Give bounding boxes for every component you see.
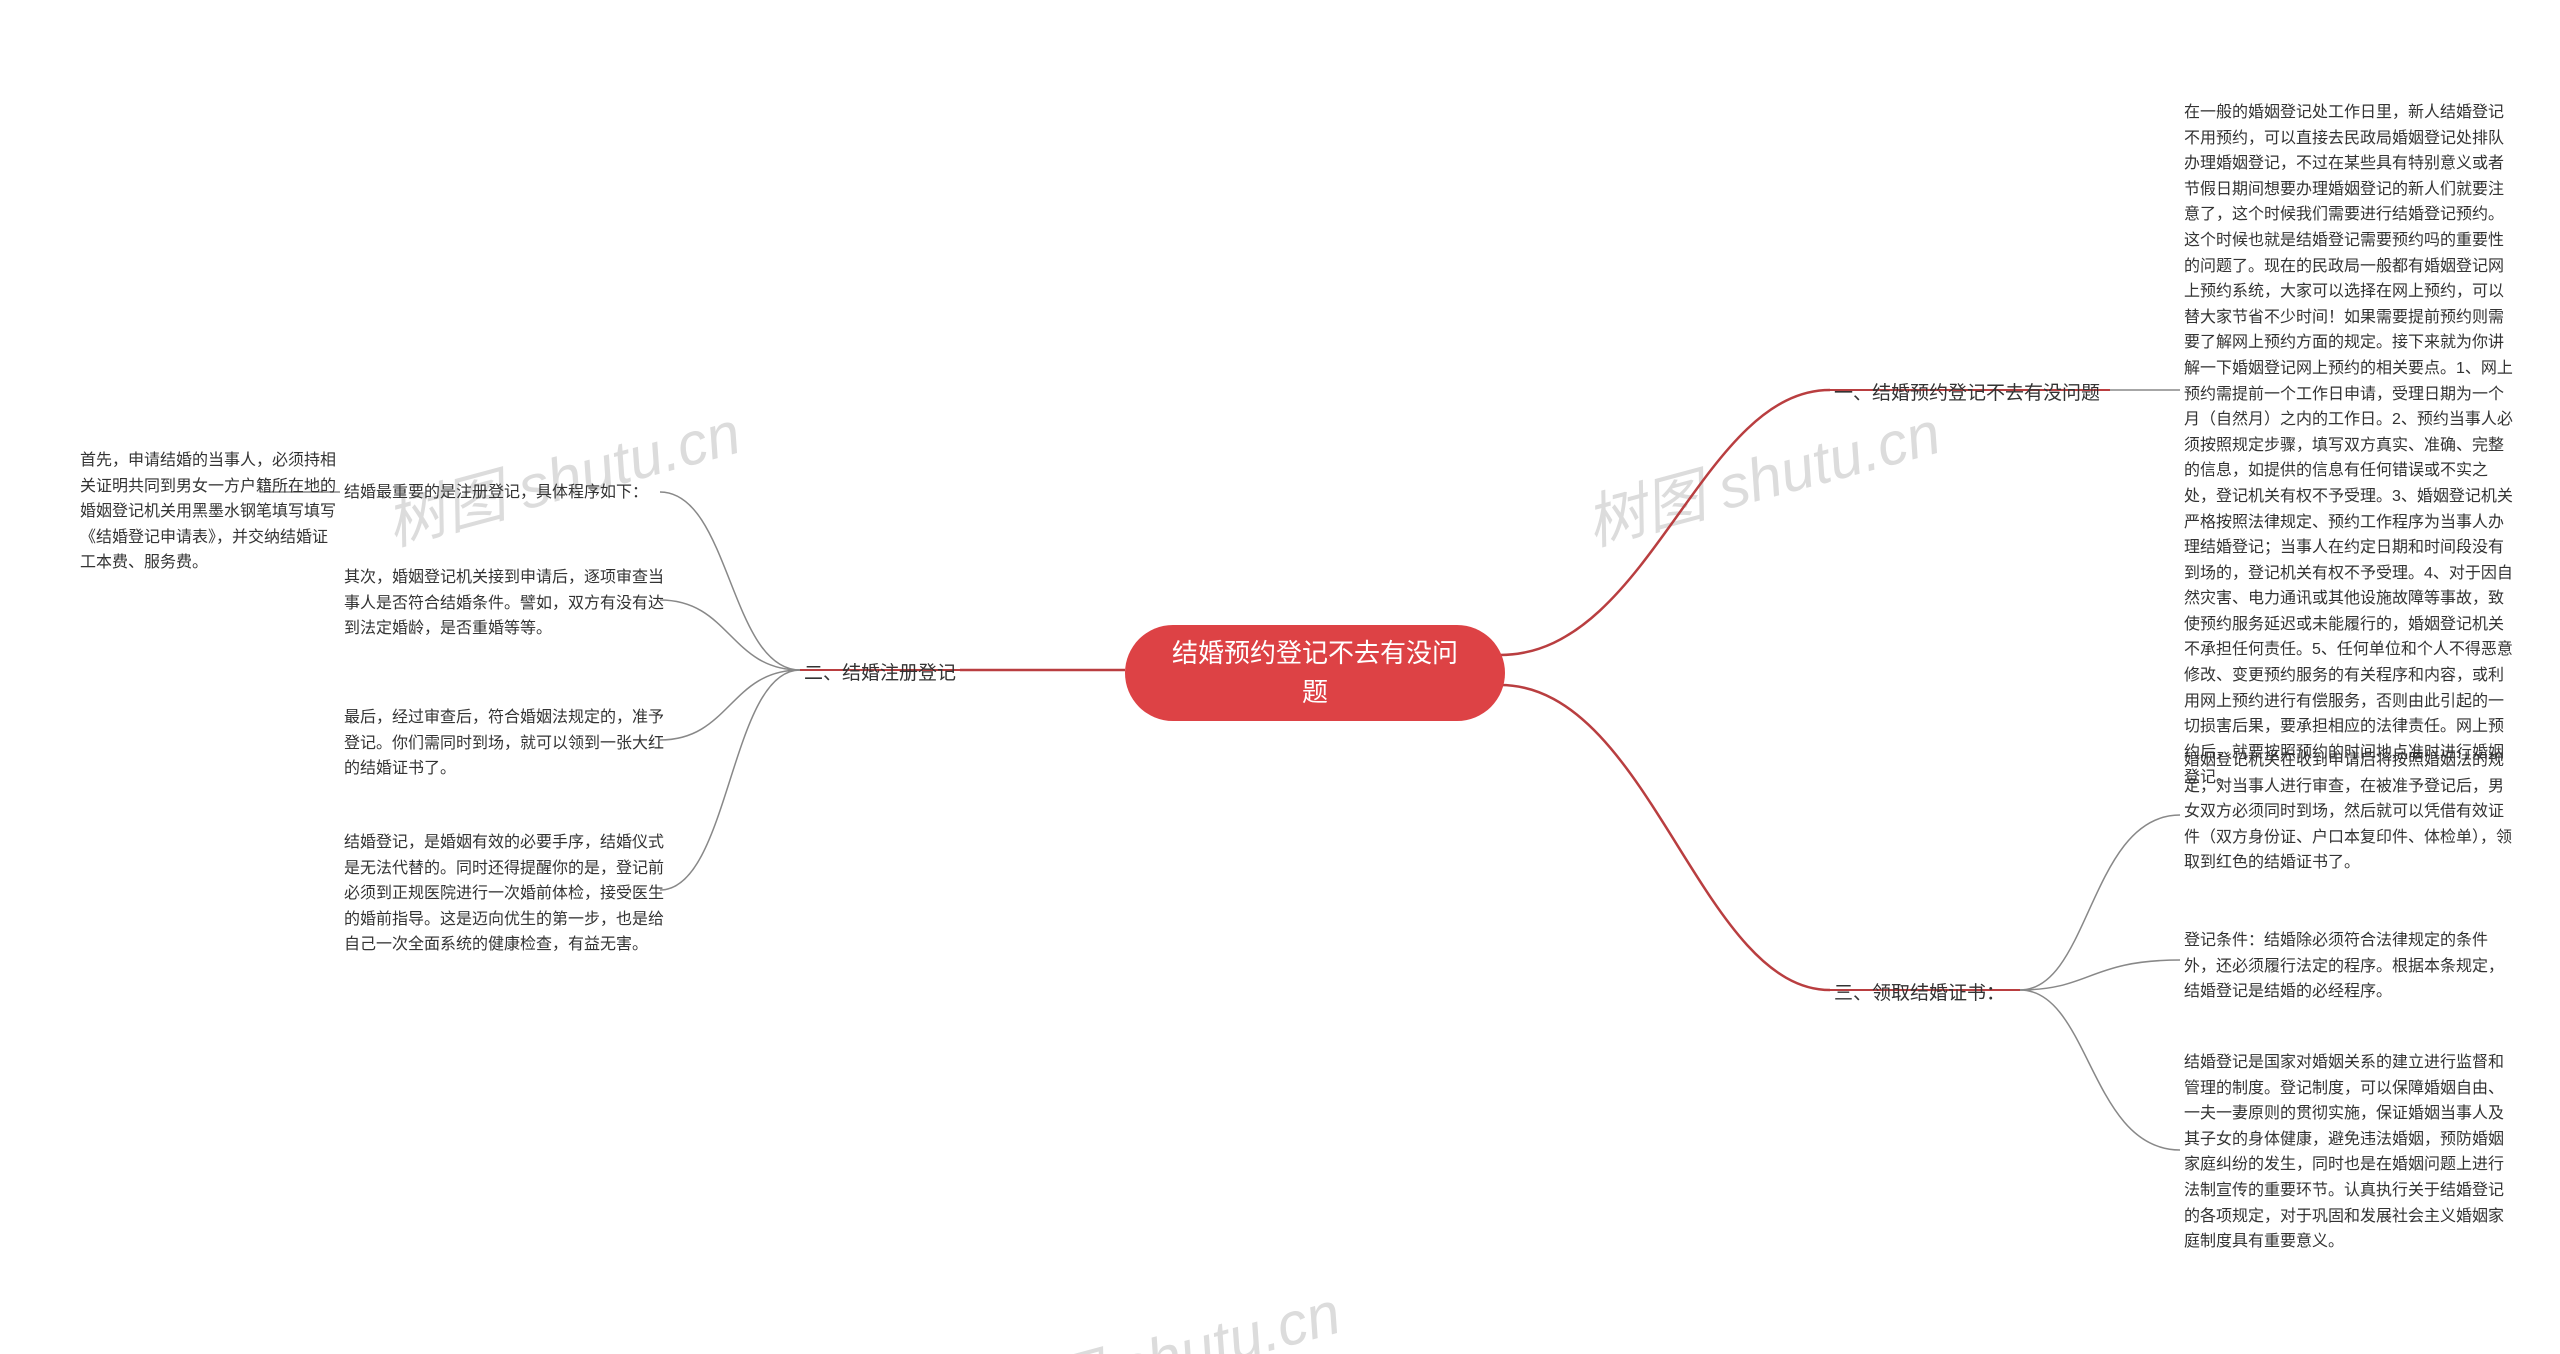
- central-topic[interactable]: 结婚预约登记不去有没问题: [1125, 625, 1505, 721]
- watermark: 树图 shutu.cn: [975, 1264, 1349, 1354]
- branch-2-leaf-3: 最后，经过审查后，符合婚姻法规定的，准予登记。你们需同时到场，就可以领到一张大红…: [344, 705, 664, 782]
- branch-2-label[interactable]: 二、结婚注册登记: [804, 658, 956, 685]
- branch-2-leaf-2: 其次，婚姻登记机关接到申请后，逐项审查当事人是否符合结婚条件。譬如，双方有没有达…: [344, 565, 664, 642]
- branch-1-label[interactable]: 一、结婚预约登记不去有没问题: [1834, 378, 2100, 405]
- branch-3-leaf-2: 登记条件：结婚除必须符合法律规定的条件外，还必须履行法定的程序。根据本条规定，结…: [2184, 928, 2514, 1005]
- branch-2-leaf-1-head: 结婚最重要的是注册登记，具体程序如下：: [344, 480, 664, 506]
- watermark: 树图 shutu.cn: [1575, 384, 1949, 562]
- branch-1-leaf-1: 在一般的婚姻登记处工作日里，新人结婚登记不用预约，可以直接去民政局婚姻登记处排队…: [2184, 100, 2514, 791]
- branch-2-leaf-4: 结婚登记，是婚姻有效的必要手序，结婚仪式是无法代替的。同时还得提醒你的是，登记前…: [344, 830, 664, 958]
- watermark: 树图 shutu.cn: [375, 384, 749, 562]
- branch-3-leaf-1: 婚姻登记机关在收到申请后将按照婚姻法的规定，对当事人进行审查，在被准予登记后，男…: [2184, 748, 2514, 876]
- central-title: 结婚预约登记不去有没问题: [1172, 634, 1458, 712]
- branch-3-label[interactable]: 三、领取结婚证书：: [1834, 978, 2005, 1005]
- branch-2-leaf-1-sub: 首先，申请结婚的当事人，必须持相关证明共同到男女一方户籍所在地的婚姻登记机关用黑…: [80, 448, 340, 576]
- branch-3-leaf-3: 结婚登记是国家对婚姻关系的建立进行监督和管理的制度。登记制度，可以保障婚姻自由、…: [2184, 1050, 2514, 1255]
